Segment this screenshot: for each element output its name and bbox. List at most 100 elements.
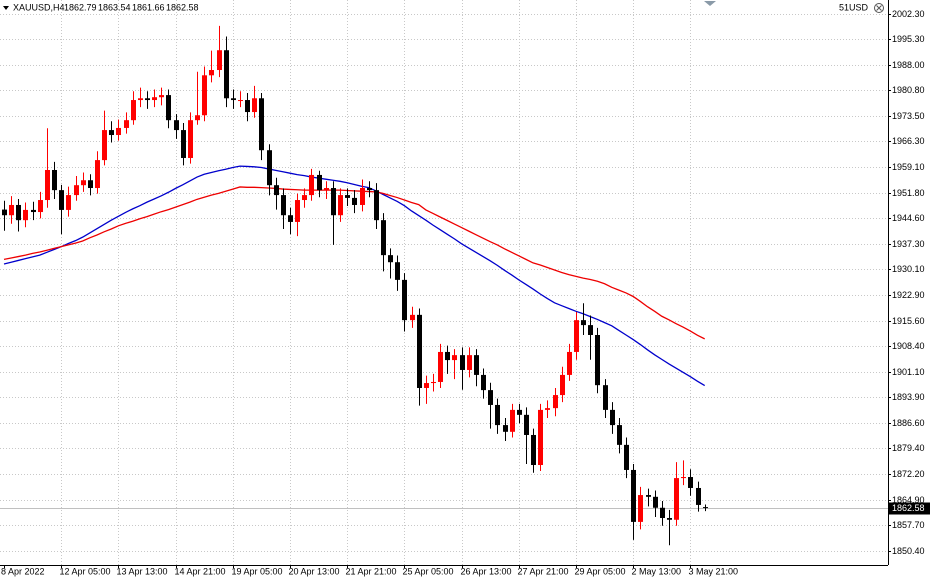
axis-layer: 2002.30 1995.30 1988.00 1980.80 1973.50 1966.… xyxy=(1,9,930,576)
candle-body xyxy=(317,174,322,191)
x-tick-label: 14 Apr 21:00 xyxy=(175,566,226,576)
y-tick-label: 1951.80 xyxy=(892,188,925,198)
candle-body xyxy=(231,98,236,101)
candle-body xyxy=(166,95,171,121)
candle-body xyxy=(588,325,593,335)
candle-body xyxy=(31,209,36,213)
candle-body xyxy=(696,487,701,505)
candle-body xyxy=(395,262,400,280)
candle-body xyxy=(124,120,129,128)
header-low: 1861.66 xyxy=(132,2,165,12)
x-tick-label: 12 Apr 05:00 xyxy=(60,566,111,576)
close-icon-ring[interactable] xyxy=(874,3,884,13)
header-close: 1862.58 xyxy=(166,2,199,12)
candle-body xyxy=(510,409,515,432)
candle-body xyxy=(617,425,622,445)
candle-body xyxy=(703,507,708,509)
candle-body xyxy=(238,100,243,102)
account-label: 51USD xyxy=(839,2,869,12)
y-tick-label: 1879.40 xyxy=(892,443,925,453)
y-tick-label: 1973.50 xyxy=(892,111,925,121)
candle-body xyxy=(417,314,422,388)
current-price-label: 1862.58 xyxy=(892,503,925,513)
candle-body xyxy=(581,320,586,326)
y-tick-label: 1908.40 xyxy=(892,341,925,351)
x-tick-label: 2 May 13:00 xyxy=(632,566,682,576)
close-icon-cross[interactable] xyxy=(876,5,882,11)
x-tick-label: 21 Apr 21:00 xyxy=(346,566,397,576)
candle-body xyxy=(224,50,229,99)
candle-body xyxy=(445,351,450,361)
candle-body xyxy=(624,444,629,470)
close-chart-button[interactable] xyxy=(874,3,884,13)
x-tick-label: 27 Apr 21:00 xyxy=(518,566,569,576)
candle-body xyxy=(131,100,136,121)
grid-layer xyxy=(0,0,888,565)
candle-body xyxy=(603,385,608,410)
candle-body xyxy=(309,174,314,196)
candle-body xyxy=(217,50,222,71)
candle-body xyxy=(646,495,651,497)
candle-body xyxy=(560,374,565,396)
candle-body xyxy=(195,115,200,121)
candle-body xyxy=(452,355,457,361)
candle-body xyxy=(481,374,486,391)
candle-body xyxy=(267,150,272,186)
chart-header: XAUUSD,H4 1862.79 1863.54 1861.66 1862.5… xyxy=(3,2,884,13)
candle-body xyxy=(610,409,615,426)
candle-body xyxy=(259,98,264,151)
candle-body xyxy=(188,120,193,158)
y-tick-label: 1959.10 xyxy=(892,162,925,172)
candle-body xyxy=(181,130,186,158)
candle-body xyxy=(152,97,157,101)
symbol: XAUUSD,H4 xyxy=(13,2,65,12)
candle-body xyxy=(410,314,415,321)
candle-body xyxy=(631,469,636,522)
candle-body xyxy=(517,409,522,415)
candle-body xyxy=(331,188,336,216)
header-arrow xyxy=(3,6,9,10)
candle-body xyxy=(424,383,429,388)
y-tick-label: 1988.00 xyxy=(892,60,925,70)
x-tick-label: 26 Apr 13:00 xyxy=(461,566,512,576)
candle-body xyxy=(145,98,150,101)
candle-body xyxy=(45,169,50,201)
candle-body xyxy=(367,188,372,191)
candle-body xyxy=(660,507,665,519)
y-tick-label: 1864.90 xyxy=(892,495,925,505)
candle-body xyxy=(295,200,300,222)
x-tick-label: 19 Apr 05:00 xyxy=(232,566,283,576)
candle-body xyxy=(524,414,529,435)
y-tick-label: 1893.90 xyxy=(892,392,925,402)
candle-body xyxy=(116,127,121,136)
candle-layer xyxy=(2,25,708,546)
x-tick-label: 25 Apr 05:00 xyxy=(403,566,454,576)
candle-body xyxy=(638,495,643,522)
candle-body xyxy=(495,404,500,426)
y-tick-label: 1980.80 xyxy=(892,85,925,95)
y-tick-label: 1901.10 xyxy=(892,367,925,377)
candle-body xyxy=(574,320,579,352)
x-tick-label: 13 Apr 13:00 xyxy=(117,566,168,576)
candle-body xyxy=(653,496,658,508)
candle-body xyxy=(95,160,100,189)
x-tick-label: 20 Apr 13:00 xyxy=(289,566,340,576)
candle-body xyxy=(553,395,558,409)
header-open: 1862.79 xyxy=(64,2,97,12)
candle-body xyxy=(174,120,179,131)
x-tick-label: 8 Apr 2022 xyxy=(1,566,45,576)
candle-body xyxy=(138,98,143,101)
candle-body xyxy=(438,351,443,382)
candle-body xyxy=(23,209,28,221)
candle-body xyxy=(688,477,693,488)
candle-body xyxy=(681,477,686,479)
candle-body xyxy=(74,185,79,196)
candle-body xyxy=(324,188,329,191)
candle-body xyxy=(374,190,379,221)
y-tick-label: 1966.30 xyxy=(892,136,925,146)
candle-body xyxy=(345,195,350,198)
candle-body xyxy=(488,390,493,405)
candle-body xyxy=(2,209,7,216)
